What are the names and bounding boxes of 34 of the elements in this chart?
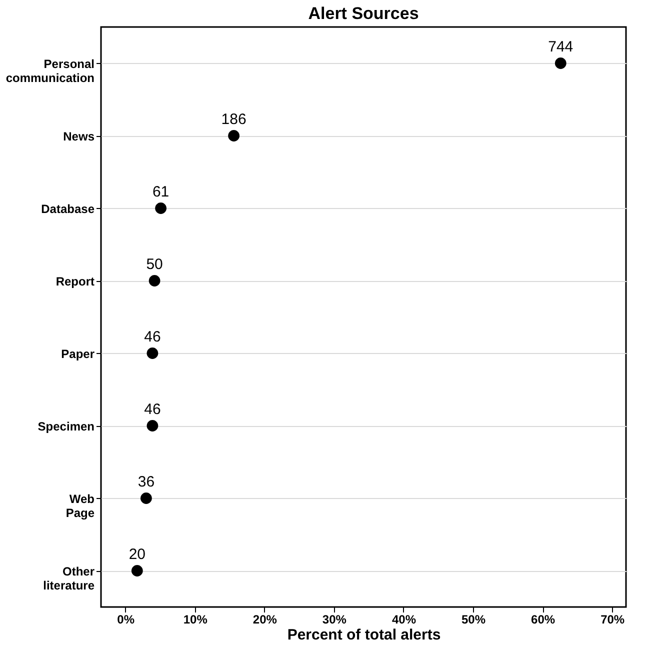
annotation: 20: [128, 546, 146, 563]
annotation: 46: [144, 400, 161, 418]
x-tick-label: 20%: [252, 612, 278, 626]
x-tick-label: 60%: [531, 612, 556, 626]
x-tick-label: 0%: [117, 612, 135, 626]
point: [140, 492, 152, 504]
y-tick-label: News: [63, 129, 95, 144]
x-axis-title: Percent of total alerts: [287, 626, 441, 644]
point: [131, 565, 143, 576]
annotation: 46: [144, 328, 161, 346]
annotation: 61: [152, 183, 170, 200]
annotation: 36: [138, 473, 155, 490]
point: [228, 130, 240, 142]
x-tick-label: 10%: [183, 612, 208, 626]
x-tick-label: 50%: [462, 612, 486, 626]
point: [146, 348, 158, 359]
point: [155, 202, 166, 214]
point: [146, 420, 158, 432]
point: [148, 275, 160, 286]
y-tick-label: Specimen: [38, 419, 94, 434]
x-tick-label: 40%: [392, 612, 416, 626]
y-tick-label: Personal communication: [6, 56, 94, 85]
y-tick-label: Report: [56, 274, 94, 288]
x-tick-label: 30%: [322, 612, 347, 626]
x-tick-label: 70%: [600, 612, 625, 626]
chart-title: Alert Sources: [308, 4, 419, 23]
y-tick-label: Other literature: [43, 564, 95, 592]
point: [554, 58, 566, 69]
y-tick-label: Paper: [61, 346, 95, 361]
annotation: 744: [548, 38, 574, 56]
y-tick-label: Web Page: [66, 492, 95, 520]
annotation: 50: [146, 256, 163, 273]
annotation: 186: [221, 110, 246, 128]
y-tick-label: Database: [41, 202, 95, 216]
